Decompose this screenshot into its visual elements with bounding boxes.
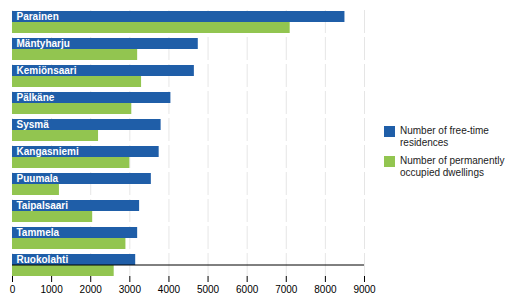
svg-text:0: 0 <box>10 284 16 295</box>
svg-text:Parainen: Parainen <box>17 11 59 22</box>
svg-text:7000: 7000 <box>275 284 298 295</box>
svg-text:4000: 4000 <box>158 284 181 295</box>
svg-text:3000: 3000 <box>119 284 142 295</box>
svg-text:Taipalsaari: Taipalsaari <box>17 200 69 211</box>
html-text:Number of free-time residences: Number of free-time residences <box>400 124 489 148</box>
svg-text:Mäntyharju: Mäntyharju <box>17 38 70 49</box>
svg-text:9000: 9000 <box>353 284 376 295</box>
svg-text:6000: 6000 <box>236 284 259 295</box>
svg-text:Puumala: Puumala <box>17 173 59 184</box>
svg-text:2000: 2000 <box>80 284 103 295</box>
svg-text:8000: 8000 <box>314 284 337 295</box>
svg-text:Kemiönsaari: Kemiönsaari <box>17 65 77 76</box>
svg-text:Tammela: Tammela <box>17 227 60 238</box>
svg-text:Ruokolahti: Ruokolahti <box>17 254 69 265</box>
svg-text:Kangasniemi: Kangasniemi <box>17 146 79 157</box>
svg-text:1000: 1000 <box>40 284 63 295</box>
svg-text:Sysmä: Sysmä <box>17 119 50 130</box>
svg-text:5000: 5000 <box>197 284 220 295</box>
html-text:Number of permanently occupied: Number of permanently occupied dwellings <box>400 154 505 178</box>
svg-text:Pälkäne: Pälkäne <box>17 92 55 103</box>
